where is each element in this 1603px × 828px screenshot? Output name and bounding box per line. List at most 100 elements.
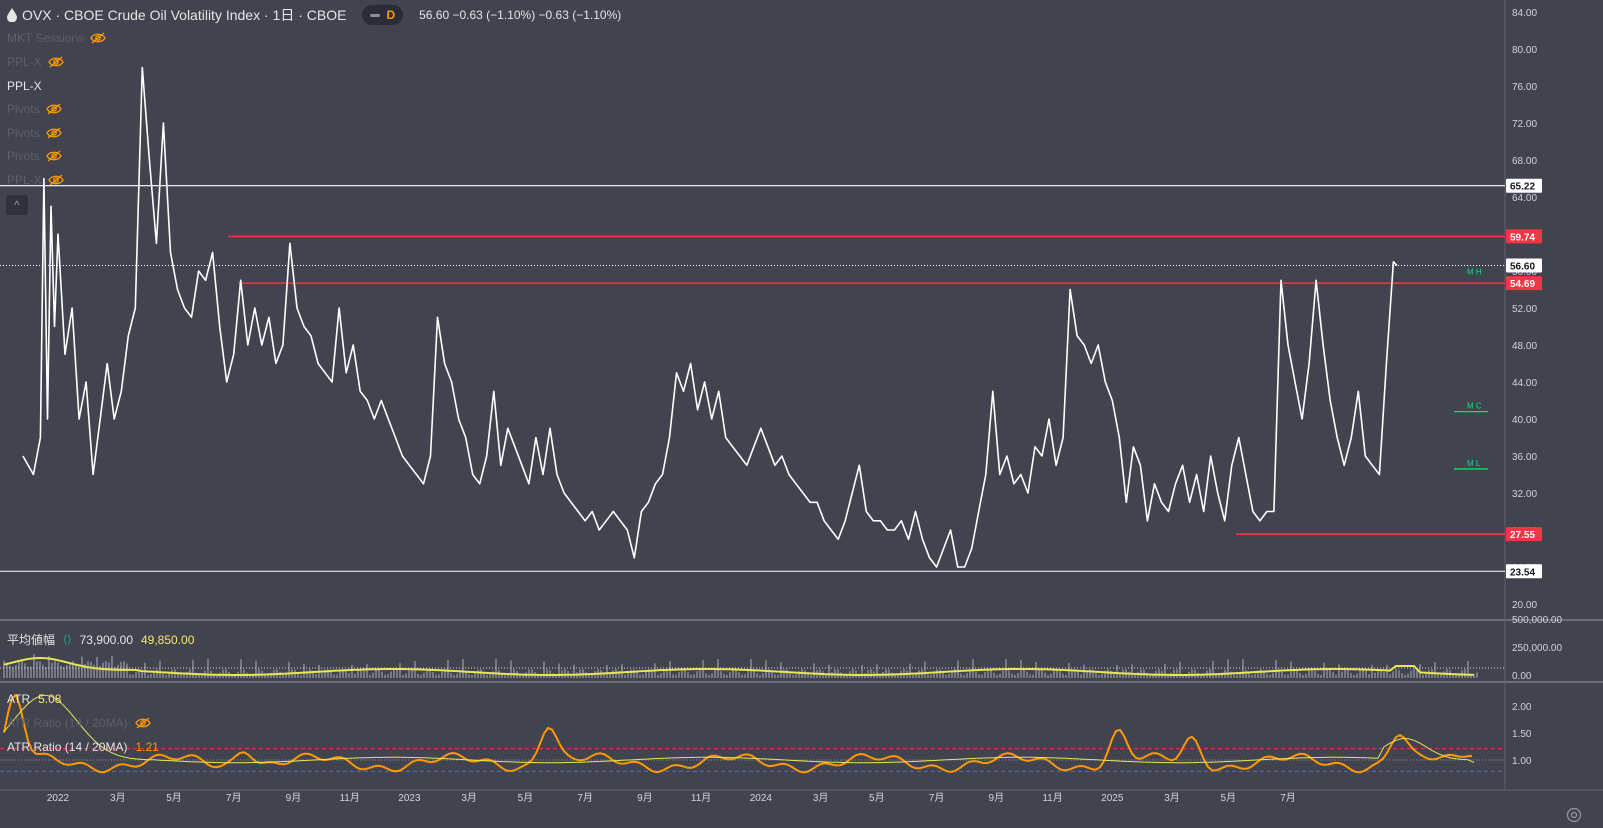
y-tick-label: 40.00 — [1512, 415, 1537, 426]
atr-legend[interactable]: ATR 5.08 — [7, 692, 61, 706]
x-tick-label: 7月 — [1280, 792, 1296, 804]
marker-label: M H — [1467, 267, 1482, 276]
marker-label: M L — [1467, 459, 1481, 468]
marker-label: M C — [1467, 402, 1482, 411]
atr-y-tick: 1.50 — [1512, 729, 1532, 740]
y-tick-label: 20.00 — [1512, 600, 1537, 611]
x-tick-label: 7月 — [226, 792, 242, 804]
y-tick-label: 80.00 — [1512, 45, 1537, 56]
code-icon[interactable]: ⟨⟩ — [63, 634, 72, 646]
price-level-label: 54.69 — [1510, 279, 1535, 290]
volume-value-1: 73,900.00 — [79, 632, 133, 647]
x-tick-label: 11月 — [339, 792, 359, 804]
y-tick-label: 36.00 — [1512, 452, 1537, 463]
volume-y-tick: 0.00 — [1512, 671, 1532, 682]
volume-y-tick: 250,000.00 — [1512, 643, 1562, 654]
y-tick-label: 32.00 — [1512, 489, 1537, 500]
atr-title: ATR — [7, 692, 31, 706]
x-tick-label: 5月 — [518, 792, 534, 804]
atr-ratio-hidden-title: ATR Ratio (14 / 20MA) — [7, 716, 128, 730]
y-tick-label: 64.00 — [1512, 193, 1537, 204]
minus-icon — [370, 13, 381, 17]
x-tick-label: 2024 — [750, 793, 773, 804]
y-tick-label: 48.00 — [1512, 341, 1537, 352]
indicator-label: PPL-X — [7, 79, 42, 93]
indicator-label: PPL-X — [7, 173, 42, 187]
atr-line — [3, 694, 1475, 764]
eye-hidden-icon[interactable] — [45, 103, 62, 115]
x-tick-label: 5月 — [1220, 792, 1236, 804]
eye-hidden-icon[interactable] — [45, 127, 62, 139]
indicator-label: Pivots — [7, 126, 40, 140]
price-level-label: 27.55 — [1510, 530, 1535, 541]
eye-hidden-icon[interactable] — [47, 174, 64, 186]
x-tick-label: 2022 — [47, 793, 70, 804]
interval-pill[interactable]: D — [362, 5, 404, 25]
y-tick-label: 44.00 — [1512, 378, 1537, 389]
collapse-legend-button[interactable]: ^ — [6, 195, 28, 215]
price-level-label: 65.22 — [1510, 182, 1535, 193]
atr-ratio-legend[interactable]: ATR Ratio (14 / 20MA) 1.21 — [7, 740, 159, 754]
atr-ratio-title: ATR Ratio (14 / 20MA) — [7, 740, 128, 754]
price-level-label: 59.74 — [1510, 232, 1535, 243]
x-tick-label: 5月 — [869, 792, 885, 804]
interval-badge: D — [386, 8, 396, 22]
indicator-pplx-1[interactable]: PPL-X — [7, 55, 64, 69]
atr-y-tick: 1.00 — [1512, 756, 1532, 767]
y-tick-label: 68.00 — [1512, 156, 1537, 167]
indicator-label: Pivots — [7, 102, 40, 116]
price-level-tag — [1506, 258, 1542, 273]
x-tick-label: 7月 — [929, 792, 945, 804]
price-series-line — [22, 66, 1398, 568]
oil-drop-icon — [7, 8, 17, 22]
price-level-tag — [1506, 229, 1542, 244]
price-level-label: 56.60 — [1510, 261, 1535, 272]
volume-pane-legend[interactable]: 平均値幅 ⟨⟩ 73,900.00 49,850.00 — [7, 631, 194, 648]
indicator-mkt-sessions[interactable]: MKT Sessions — [7, 31, 106, 45]
x-tick-label: 9月 — [286, 792, 302, 804]
price-level-tag — [1506, 527, 1542, 542]
indicator-pplx-3[interactable]: PPL-X — [7, 173, 64, 187]
indicator-label: Pivots — [7, 149, 40, 163]
indicator-pplx-2[interactable]: PPL-X — [7, 79, 42, 93]
x-tick-label: 3月 — [1164, 792, 1180, 804]
price-level-tag — [1506, 178, 1542, 193]
x-tick-label: 3月 — [110, 792, 126, 804]
eye-hidden-icon[interactable] — [47, 56, 64, 68]
volume-average-line — [3, 656, 1475, 676]
x-tick-label: 9月 — [989, 792, 1005, 804]
gear-icon[interactable] — [1565, 806, 1583, 824]
indicator-label: PPL-X — [7, 55, 42, 69]
x-tick-label: 2023 — [398, 793, 421, 804]
x-tick-label: 11月 — [1042, 792, 1062, 804]
x-tick-label: 3月 — [461, 792, 477, 804]
price-change: 56.60 −0.63 (−1.10%) −0.63 (−1.10%) — [419, 8, 622, 22]
volume-value-2: 49,850.00 — [141, 632, 195, 647]
volume-pane-title: 平均値幅 — [7, 633, 56, 647]
eye-hidden-icon[interactable] — [90, 32, 106, 44]
eye-hidden-icon[interactable] — [135, 717, 152, 729]
y-tick-label: 52.00 — [1512, 304, 1537, 315]
eye-hidden-icon[interactable] — [45, 150, 62, 162]
x-tick-label: 3月 — [813, 792, 829, 804]
price-level-tag — [1506, 564, 1542, 579]
atr-ratio-value: 1.21 — [135, 740, 159, 754]
indicator-label: MKT Sessions — [7, 31, 85, 45]
y-tick-label: 56.00 — [1512, 267, 1537, 278]
y-tick-label: 76.00 — [1512, 82, 1537, 93]
x-tick-label: 2025 — [1101, 793, 1124, 804]
y-tick-label: 84.00 — [1512, 8, 1537, 19]
x-tick-label: 11月 — [691, 792, 711, 804]
symbol-title[interactable]: OVX · CBOE Crude Oil Volatility Index · … — [22, 7, 347, 23]
indicator-pivots-1[interactable]: Pivots — [7, 102, 62, 116]
atr-ratio-hidden-legend[interactable]: ATR Ratio (14 / 20MA) — [7, 716, 152, 730]
atr-y-tick: 2.00 — [1512, 702, 1532, 713]
x-tick-label: 9月 — [637, 792, 653, 804]
chart-header: OVX · CBOE Crude Oil Volatility Index · … — [6, 5, 621, 25]
indicator-pivots-3[interactable]: Pivots — [7, 149, 62, 163]
y-tick-label: 72.00 — [1512, 119, 1537, 130]
price-level-label: 23.54 — [1510, 567, 1535, 578]
chevron-up-icon: ^ — [14, 198, 20, 212]
indicator-pivots-2[interactable]: Pivots — [7, 126, 62, 140]
